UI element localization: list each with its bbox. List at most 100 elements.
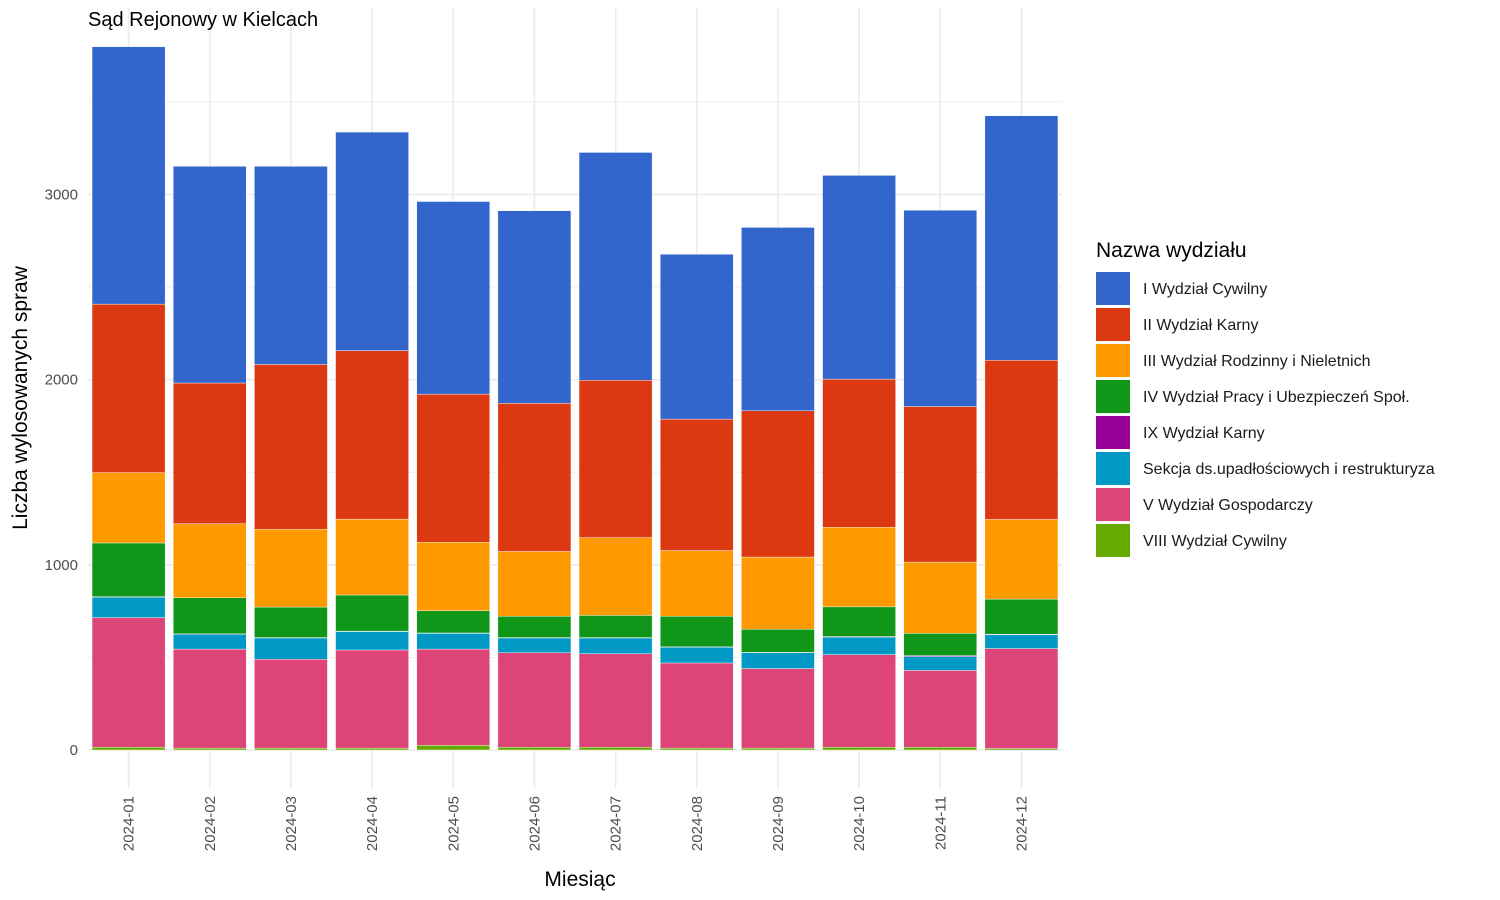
legend-swatch [1096, 344, 1130, 377]
bar-segment [903, 561, 977, 634]
x-axis-ticks: 2024-01 2024-02 2024-03 2024-04 2024-05 2024-… [121, 796, 1031, 851]
y-axis-title: Liczba wylosowanych spraw [9, 265, 32, 530]
bar-segment [416, 745, 490, 751]
x-tick-label: 2024-02 [202, 796, 219, 851]
bar-segment [254, 659, 328, 749]
chart-title: Sąd Rejonowy w Kielcach [88, 9, 318, 31]
bar-segment [903, 210, 977, 407]
y-tick-label: 3000 [45, 186, 78, 203]
bar-segment [91, 747, 166, 751]
legend-label: Sekcja ds.upadłościowych i restrukturyza [1143, 461, 1435, 478]
bar-segment [984, 115, 1059, 361]
bar-segment [254, 637, 328, 660]
bar-segment [254, 166, 328, 365]
bar-segment [578, 747, 653, 751]
bar-segment [173, 634, 247, 650]
legend-swatch [1096, 524, 1130, 557]
bar-segment [578, 615, 653, 638]
bar-segment [984, 748, 1059, 751]
bar-segment [741, 652, 815, 669]
legend-label: II Wydział Karny [1143, 317, 1258, 334]
bar-segment [416, 542, 490, 611]
bar-segment [254, 606, 328, 638]
bar-segment [660, 550, 734, 617]
x-tick-label: 2024-03 [283, 796, 300, 851]
bar-segment [741, 747, 815, 751]
legend-swatch [1096, 272, 1130, 305]
x-tick-label: 2024-12 [1013, 796, 1030, 851]
bar-segment [822, 636, 896, 655]
x-tick-label: 2024-10 [851, 796, 868, 851]
bar-segment [741, 629, 815, 653]
bar-segment [984, 634, 1059, 649]
x-tick-label: 2024-05 [445, 796, 462, 851]
bar-segment [254, 529, 328, 608]
bar-segment [497, 551, 572, 617]
legend-label: III Wydział Rodzinny i Nieletnich [1143, 353, 1371, 370]
bar-segment [173, 166, 247, 384]
bar-segment [416, 648, 490, 746]
x-tick-label: 2024-08 [689, 796, 706, 851]
x-tick-label: 2024-09 [770, 796, 787, 851]
bar-segment [416, 633, 490, 650]
bar-segment [254, 747, 328, 751]
bar-segment [497, 652, 572, 748]
bar-segment [822, 747, 896, 751]
bar-segment [416, 610, 490, 634]
bar-segment [903, 656, 977, 671]
bar-segment [660, 616, 734, 648]
bar-segment [335, 518, 409, 596]
bar-segment [416, 201, 490, 395]
legend-label: IV Wydział Pracy i Ubezpieczeń Społ. [1143, 389, 1410, 406]
y-axis-ticks: 0 1000 2000 3000 [45, 186, 78, 759]
bar-segment [335, 649, 409, 749]
bar-segment [91, 303, 166, 473]
bar-segment [497, 637, 572, 653]
bar-segment [822, 378, 896, 528]
bar-segment [497, 210, 572, 404]
legend: Nazwa wydziału I Wydział Cywilny II Wydzi… [1096, 239, 1435, 557]
bar-segment [822, 175, 896, 380]
bar-segment [335, 350, 409, 520]
bar-segment [335, 594, 409, 632]
legend-title: Nazwa wydziału [1096, 239, 1247, 262]
bar-segment [741, 556, 815, 630]
bar-segment [578, 152, 653, 381]
bar-segment [822, 606, 896, 637]
bar-segment [173, 523, 247, 598]
bar-segment [578, 637, 653, 654]
bar-segment [173, 597, 247, 635]
bar-segment [91, 542, 166, 597]
legend-label: VIII Wydział Cywilny [1143, 533, 1287, 550]
legend-label: IX Wydział Karny [1143, 425, 1265, 442]
y-tick-label: 0 [70, 742, 78, 759]
x-tick-label: 2024-06 [526, 796, 543, 851]
bar-segment [578, 537, 653, 616]
bar-segment [660, 747, 734, 751]
bar-segment [660, 662, 734, 749]
bar-segment [660, 647, 734, 664]
bar-segment [984, 598, 1059, 635]
bar-segment [578, 653, 653, 748]
bar-segment [497, 616, 572, 638]
bar-segment [741, 227, 815, 411]
bar-segment [416, 393, 490, 543]
bar-segment [903, 670, 977, 748]
bars [91, 46, 1059, 751]
legend-swatch [1096, 380, 1130, 413]
y-tick-label: 2000 [45, 372, 78, 389]
bar-segment [822, 654, 896, 748]
bar-segment [335, 747, 409, 751]
bar-segment [335, 131, 409, 351]
bar-segment [91, 472, 166, 544]
bar-segment [578, 380, 653, 538]
bar-segment [984, 519, 1059, 600]
x-tick-label: 2024-01 [121, 796, 138, 851]
bar-segment [903, 633, 977, 656]
bar-segment [660, 254, 734, 420]
x-tick-label: 2024-11 [932, 796, 949, 850]
bar-segment [173, 747, 247, 751]
bar-segment [741, 668, 815, 749]
bar-segment [91, 597, 166, 618]
